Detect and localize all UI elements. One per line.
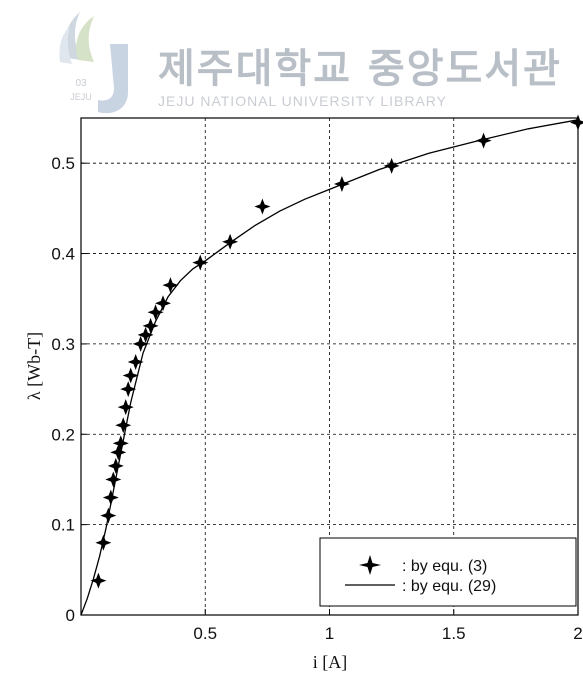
legend-label-equ-3: : by equ. (3) — [402, 558, 487, 575]
x-tick-labels: 0.5 1 1.5 2 — [193, 624, 582, 643]
x-tick-label: 2 — [573, 624, 582, 643]
logo-text: JEJU — [70, 92, 92, 102]
y-tick-label: 0.4 — [51, 245, 75, 264]
data-point-marker — [110, 444, 127, 461]
axis-ticks — [80, 162, 579, 616]
x-tick-label: 1.5 — [442, 624, 466, 643]
library-watermark: 03 JEJU 제주대학교 중앙도서관 JEJU NATIONAL UNIVER… — [59, 12, 562, 114]
series-markers-equ-3 — [90, 114, 583, 589]
x-tick-label: 1 — [325, 624, 334, 643]
y-tick-labels: 0 0.1 0.2 0.3 0.4 0.5 — [51, 154, 75, 625]
x-tick-label: 0.5 — [193, 624, 217, 643]
data-point-marker — [142, 317, 159, 334]
legend-star-marker-icon — [359, 555, 381, 575]
x-axis-label: i [A] — [313, 652, 348, 672]
data-point-marker — [147, 304, 164, 321]
data-point-marker — [475, 132, 492, 149]
data-point-marker — [107, 457, 124, 474]
data-point-marker — [222, 233, 239, 250]
data-point-marker — [127, 353, 144, 370]
data-point-marker — [102, 489, 119, 506]
watermark-title-english: JEJU NATIONAL UNIVERSITY LIBRARY — [158, 93, 447, 109]
y-tick-label: 0 — [66, 606, 75, 625]
data-point-marker — [137, 326, 154, 343]
data-point-marker — [120, 381, 137, 398]
watermark-title-korean: 제주대학교 중앙도서관 — [158, 46, 562, 92]
data-point-marker — [132, 335, 149, 352]
y-tick-label: 0.1 — [51, 516, 75, 535]
y-tick-label: 0.3 — [51, 335, 75, 354]
legend-box — [319, 537, 577, 607]
y-tick-label: 0.5 — [51, 154, 75, 173]
y-tick-label: 0.2 — [51, 425, 75, 444]
data-point-marker — [105, 471, 122, 488]
data-point-marker — [570, 114, 583, 131]
data-point-marker — [115, 417, 132, 434]
data-point-marker — [333, 175, 350, 192]
series-line-equ-29 — [80, 119, 579, 616]
y-axis-label: λ [Wb-T] — [24, 332, 44, 400]
data-point-marker — [383, 157, 400, 174]
data-point-marker — [122, 367, 139, 384]
logo-small-text: 03 — [75, 78, 87, 89]
data-point-marker — [155, 295, 172, 312]
library-logo-icon: 03 JEJU — [59, 12, 128, 114]
data-point-marker — [95, 534, 112, 551]
data-point-marker — [192, 254, 209, 271]
data-point-marker — [162, 277, 179, 294]
grid-lines — [81, 118, 578, 615]
data-point-marker — [100, 507, 117, 524]
legend-label-equ-29: : by equ. (29) — [402, 578, 496, 595]
legend: : by equ. (3) : by equ. (29) — [319, 537, 577, 607]
data-point-marker — [254, 198, 271, 215]
data-point-marker — [117, 399, 134, 416]
data-point-marker — [90, 572, 107, 589]
data-point-marker — [112, 435, 129, 452]
